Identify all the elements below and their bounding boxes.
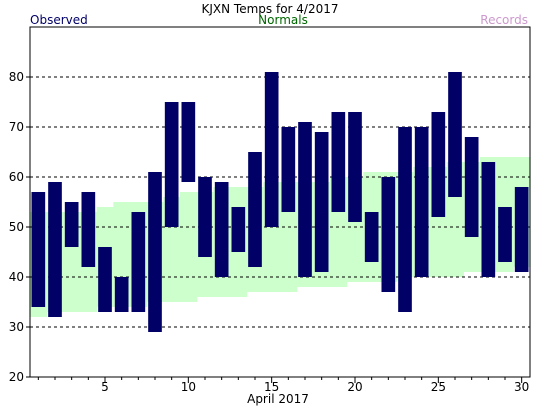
gridlines (30, 76, 530, 328)
chart-title: KJXN Temps for 4/2017 (202, 2, 339, 16)
observed-bar-day-3 (64, 202, 79, 247)
observed-bar-day-7 (131, 212, 146, 312)
plot-frame (29, 26, 531, 378)
y-tick-label-70: 70 (9, 120, 24, 134)
legend-normals: Normals (258, 13, 308, 27)
observed-bar-day-24 (414, 127, 429, 277)
y-tick-label-80: 80 (9, 70, 24, 84)
y-tick-label-30: 30 (9, 320, 24, 334)
observed-bar-day-13 (231, 207, 246, 252)
observed-bar-day-29 (498, 207, 512, 262)
y-tick-label-20: 20 (9, 370, 24, 384)
x-tick-label-30: 30 (514, 380, 529, 394)
observed-bar-day-27 (464, 137, 479, 237)
observed-bar-day-28 (481, 162, 496, 277)
x-tick-label-20: 20 (347, 380, 362, 394)
axes (29, 26, 531, 378)
normal-range-day-10 (180, 192, 198, 302)
observed-bar-day-19 (331, 112, 346, 212)
observed-bar-day-12 (214, 182, 229, 277)
observed-bar-day-22 (381, 177, 396, 292)
x-tick-label-10: 10 (181, 380, 196, 394)
observed-bar-day-30 (514, 187, 529, 272)
observed-bar-day-18 (314, 132, 329, 272)
y-axis-ticks: 20 30 40 50 60 70 80 (9, 70, 30, 384)
y-tick-label-50: 50 (9, 220, 24, 234)
observed-bar-day-20 (348, 112, 362, 222)
observed-bar-day-21 (364, 212, 379, 262)
observed-bar-day-9 (164, 102, 179, 227)
observed-bar-day-1 (31, 192, 46, 307)
x-tick-label-15: 15 (264, 380, 279, 394)
legend-records: Records (480, 13, 528, 27)
observed-bar-day-16 (281, 127, 296, 212)
observed-bar-day-4 (81, 192, 96, 267)
observed-bars (31, 72, 529, 332)
observed-bar-day-17 (298, 122, 312, 277)
observed-bar-day-11 (198, 177, 212, 257)
observed-bar-day-23 (398, 127, 412, 312)
observed-bar-day-8 (148, 172, 162, 332)
observed-bar-day-14 (248, 152, 262, 267)
observed-bar-day-6 (114, 277, 129, 312)
legend-observed: Observed (30, 13, 88, 27)
observed-bar-day-2 (48, 182, 62, 317)
x-axis-label: April 2017 (247, 392, 309, 406)
observed-bar-day-25 (431, 112, 446, 217)
x-axis-ticks: 5 10 15 20 25 30 (37, 377, 529, 394)
x-tick-label-5: 5 (101, 380, 109, 394)
observed-bar-day-5 (98, 247, 112, 312)
x-tick-label-25: 25 (431, 380, 446, 394)
y-tick-label-60: 60 (9, 170, 24, 184)
observed-bar-day-26 (448, 72, 462, 197)
y-tick-label-40: 40 (9, 270, 24, 284)
observed-bar-day-15 (264, 72, 279, 227)
observed-bar-day-10 (181, 102, 196, 182)
